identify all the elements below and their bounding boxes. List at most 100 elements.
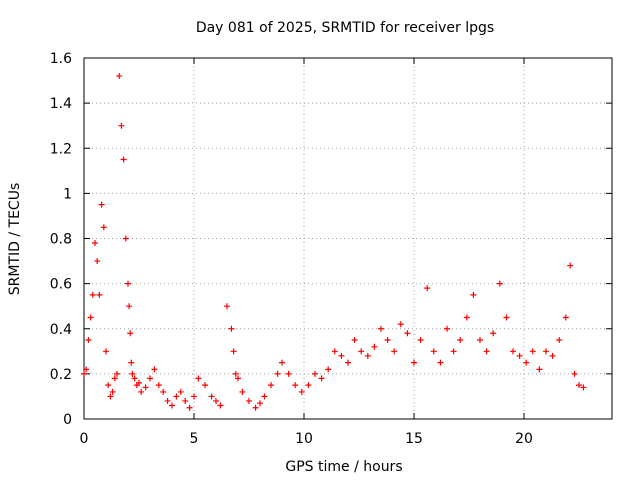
data-point — [125, 280, 131, 287]
data-point — [351, 337, 358, 344]
data-point — [202, 382, 208, 389]
data-point — [109, 388, 116, 395]
data-point — [138, 388, 145, 395]
data-point — [490, 330, 497, 337]
data-point — [338, 352, 345, 359]
data-point — [292, 382, 299, 389]
data-point — [391, 348, 398, 355]
data-point — [186, 404, 193, 411]
y-tick-label: 1.6 — [50, 51, 72, 67]
data-point — [92, 240, 98, 247]
data-point — [191, 393, 197, 400]
data-point — [100, 224, 107, 231]
y-tick-label: 0.2 — [50, 367, 72, 383]
data-point — [195, 375, 202, 382]
data-point — [87, 314, 94, 321]
data-point — [571, 370, 578, 377]
y-tick-label: 0.6 — [50, 277, 72, 293]
data-point — [182, 397, 189, 404]
data-point — [523, 359, 530, 366]
data-point — [457, 337, 464, 344]
data-point — [127, 330, 134, 337]
data-point — [424, 285, 431, 292]
data-point — [107, 393, 114, 400]
data-point — [529, 348, 536, 355]
data-point — [516, 352, 523, 359]
data-point — [437, 359, 444, 366]
data-point — [562, 314, 569, 321]
data-point — [298, 388, 305, 395]
data-point — [358, 348, 365, 355]
data-point — [444, 325, 450, 332]
data-point — [98, 201, 105, 208]
data-point — [404, 330, 411, 337]
data-point — [384, 337, 391, 344]
data-point — [142, 384, 149, 391]
data-point — [279, 359, 285, 366]
data-point — [116, 73, 123, 80]
data-point — [239, 388, 246, 395]
data-point — [129, 370, 136, 377]
data-point — [94, 258, 101, 265]
data-point — [580, 384, 587, 391]
data-point — [312, 370, 318, 377]
x-tick-label: 15 — [405, 431, 423, 447]
x-axis-label: GPS time / hours — [285, 459, 402, 475]
x-tick-label: 20 — [515, 431, 533, 447]
data-point — [503, 314, 510, 321]
data-point — [378, 325, 384, 332]
data-point — [257, 400, 263, 407]
data-point — [217, 402, 224, 409]
y-tick-label: 0.4 — [50, 322, 72, 338]
data-point — [228, 325, 235, 332]
data-point — [450, 348, 457, 355]
data-point — [417, 337, 424, 344]
data-point — [103, 348, 109, 355]
y-tick-label: 1 — [63, 186, 72, 202]
chart-title: Day 081 of 2025, SRMTID for receiver lpg… — [196, 20, 494, 36]
data-point — [136, 379, 142, 386]
data-point — [83, 366, 90, 373]
data-point — [208, 393, 215, 400]
data-point — [147, 375, 153, 382]
data-point — [89, 291, 96, 298]
data-point — [496, 280, 503, 287]
data-point — [224, 303, 230, 310]
data-point — [105, 382, 112, 389]
y-axis-label: SRMTID / TECUs — [7, 183, 23, 296]
data-points — [81, 73, 587, 411]
data-point — [131, 375, 138, 382]
data-point — [371, 343, 378, 350]
data-point — [430, 348, 437, 355]
data-point — [85, 337, 92, 344]
data-point — [510, 348, 516, 355]
data-point — [477, 337, 483, 344]
data-point — [81, 370, 87, 377]
data-point — [169, 402, 175, 409]
data-point — [111, 375, 118, 382]
data-point — [483, 348, 490, 355]
data-point — [155, 382, 162, 389]
data-point — [268, 382, 274, 389]
data-point — [463, 314, 470, 321]
data-point — [213, 397, 219, 404]
y-tick-label: 1.4 — [50, 96, 72, 112]
x-tick-label: 5 — [190, 431, 199, 447]
data-point — [151, 366, 158, 373]
data-point — [567, 262, 574, 269]
data-point — [556, 337, 563, 344]
data-point — [128, 359, 135, 366]
data-point — [411, 359, 417, 366]
data-point — [364, 352, 371, 359]
y-tick-label: 0.8 — [50, 232, 72, 248]
data-point — [252, 404, 259, 411]
data-point — [549, 352, 556, 359]
data-point — [96, 291, 103, 298]
data-point — [173, 393, 180, 400]
data-point — [230, 348, 237, 355]
data-point — [122, 235, 129, 242]
data-point — [305, 382, 312, 389]
data-point — [285, 370, 292, 377]
